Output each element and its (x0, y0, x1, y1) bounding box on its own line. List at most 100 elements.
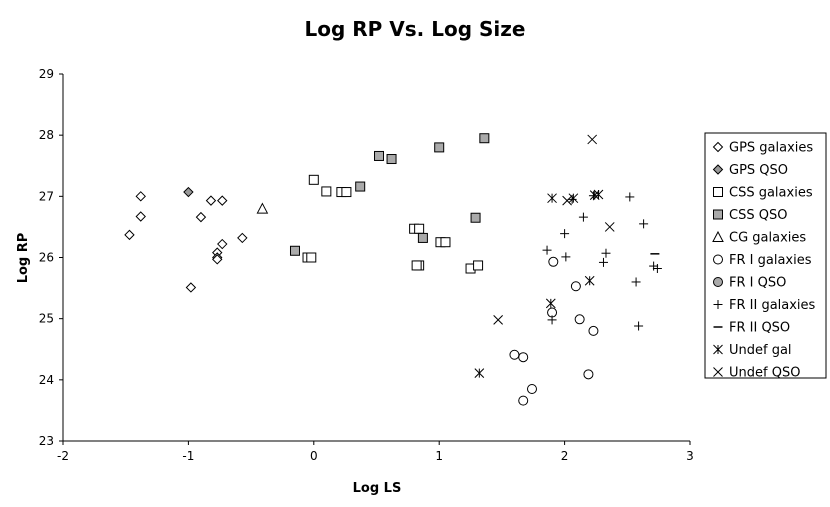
x-tick-label: -2 (57, 449, 69, 463)
data-point (470, 212, 481, 223)
y-tick-label: 25 (39, 312, 54, 326)
data-point (542, 245, 552, 255)
data-point (256, 202, 269, 214)
data-point (639, 219, 649, 229)
data-point (584, 275, 595, 286)
legend-marker (713, 277, 723, 287)
data-point (411, 260, 422, 271)
data-point (355, 181, 366, 192)
data-point (374, 150, 385, 161)
data-point (649, 261, 659, 271)
data-point (601, 248, 611, 258)
data-point (548, 256, 559, 267)
data-point (341, 187, 352, 198)
data-point (212, 254, 223, 265)
data-point (604, 222, 615, 232)
data-point (183, 186, 194, 198)
legend-marker (713, 344, 723, 355)
data-point (195, 211, 207, 223)
data-point (135, 211, 146, 222)
data-point (217, 195, 228, 206)
data-point (440, 237, 451, 248)
legend-label: GPS QSO (729, 163, 788, 178)
data-point (588, 325, 599, 336)
data-point (593, 189, 604, 200)
y-tick-label: 29 (39, 67, 54, 81)
data-point (526, 384, 537, 395)
legend-label: FR I QSO (729, 276, 786, 291)
x-axis-title: Log LS (353, 481, 402, 496)
legend-marker (713, 300, 723, 309)
y-axis-title: Log RP (16, 233, 31, 284)
data-point (574, 314, 585, 325)
data-point (625, 192, 635, 202)
legend-label: CG galaxies (729, 231, 806, 246)
data-point (561, 252, 571, 262)
data-point (509, 349, 520, 360)
legend-label: FR II QSO (729, 321, 790, 336)
data-point (414, 223, 425, 234)
legend-label: CSS galaxies (729, 186, 813, 201)
data-point (479, 133, 490, 144)
legend-label: FR II galaxies (729, 298, 816, 313)
data-point (587, 134, 598, 145)
x-tick-label: -1 (182, 449, 194, 463)
data-point (560, 229, 570, 239)
data-point (518, 395, 529, 406)
data-point (308, 174, 319, 185)
data-point (321, 186, 332, 197)
data-point (473, 260, 484, 271)
legend-marker (712, 230, 724, 242)
data-point (217, 238, 228, 250)
data-point (570, 281, 581, 292)
legend-label: CSS QSO (729, 208, 787, 223)
y-tick-label: 27 (39, 189, 54, 203)
legend-marker (713, 367, 723, 377)
y-tick-label: 23 (39, 434, 54, 448)
data-point (434, 142, 445, 153)
data-point (237, 232, 248, 244)
data-point (568, 193, 579, 204)
legend-box (704, 132, 827, 379)
legend-label: GPS galaxies (729, 141, 813, 156)
data-point (205, 195, 217, 206)
y-tick-label: 28 (39, 128, 54, 142)
data-point (583, 369, 594, 380)
data-point (289, 245, 300, 256)
legend-marker (713, 254, 723, 265)
legend-marker (712, 141, 724, 153)
data-point (493, 315, 503, 325)
chart-title: Log RP Vs. Log Size (305, 17, 526, 41)
data-point (562, 195, 572, 206)
data-point (578, 212, 588, 222)
legend-marker (713, 187, 723, 197)
data-point (547, 193, 557, 204)
data-point (652, 264, 662, 274)
data-point (598, 257, 608, 267)
data-point (386, 154, 397, 165)
x-tick-label: 2 (561, 449, 569, 463)
data-point (124, 229, 135, 241)
y-tick-label: 24 (39, 373, 54, 387)
data-marks (124, 133, 662, 406)
data-point (185, 282, 197, 293)
legend: GPS galaxies GPS QSO CSS galaxies CSS QSO CG… (704, 132, 827, 381)
data-point (135, 191, 146, 202)
legend-marker (713, 209, 723, 220)
data-point (545, 298, 556, 309)
data-point (547, 315, 557, 325)
legend-label: Undef gal (729, 343, 792, 358)
legend-marker (712, 164, 724, 175)
x-tick-label: 0 (310, 449, 318, 463)
data-point (518, 352, 529, 363)
data-point (417, 232, 428, 243)
legend-label: Undef QSO (729, 366, 800, 381)
data-point (474, 368, 485, 378)
data-point (631, 277, 641, 287)
data-point (634, 321, 644, 331)
legend-label: FR I galaxies (729, 253, 812, 268)
x-tick-label: 3 (686, 449, 694, 463)
x-tick-label: 1 (435, 449, 443, 463)
